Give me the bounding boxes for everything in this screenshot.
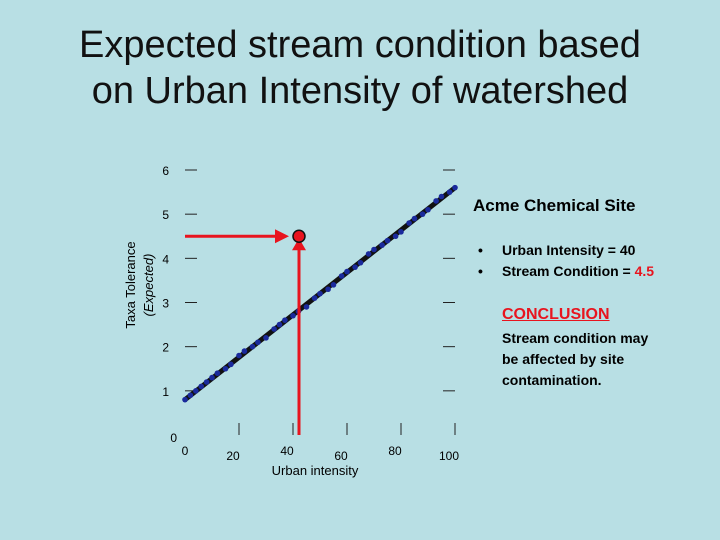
bullet-stream-condition-text: Stream Condition = [502,263,631,279]
y-tick-label: 5 [162,208,169,222]
data-point [325,286,331,293]
data-point [365,251,372,257]
bullet-stream-condition: • Stream Condition = 4.5 [478,261,654,282]
stream-condition-arrowhead [275,229,289,244]
site-bullets: • Urban Intensity = 40 • Stream Conditio… [478,240,654,282]
data-point [290,312,296,319]
data-point [187,392,194,399]
data-point [392,233,399,240]
x-axis-label: Urban intensity [272,463,359,478]
data-point [425,206,431,213]
y-axis-sublabel: (Expected) [141,254,156,317]
data-point [271,326,277,332]
data-point [371,246,377,253]
y-tick-label: 2 [162,341,169,355]
conclusion-title: CONCLUSION [502,306,610,323]
stream-condition-value: 4.5 [634,263,655,279]
site-panel-title: Acme Chemical Site [473,196,636,215]
data-point [249,343,256,350]
data-point [214,370,221,376]
data-point [263,335,269,341]
bullet-urban-intensity-text: Urban Intensity = 40 [502,242,636,258]
x-tick-label: 80 [388,444,402,458]
data-point [182,396,188,403]
slide-title: Expected stream condition based on Urban… [0,22,720,114]
y-axis-label: Taxa Tolerance [123,241,138,328]
data-point [203,379,210,385]
data-point [303,304,310,310]
data-point [209,374,215,381]
bullet-dot: • [478,263,483,279]
x-tick-label: 60 [334,449,348,463]
x-tick-label: 20 [226,449,240,463]
data-point [236,352,242,359]
data-point [411,215,418,222]
data-point [398,229,404,235]
data-point [419,211,426,217]
x-tick-label: 40 [280,444,294,458]
data-point [311,295,318,301]
data-point [433,198,439,204]
data-point [446,189,453,195]
data-point [406,220,412,226]
data-point [330,282,337,288]
data-point [255,339,261,346]
y-tick-label: 1 [162,385,169,399]
data-point [276,321,283,328]
data-point [352,264,358,270]
data-point [379,242,385,248]
data-point [193,388,199,394]
y-tick-label: 0 [170,431,177,445]
y-tick-label: 6 [162,164,169,178]
bullet-urban-intensity: • Urban Intensity = 40 [478,240,654,261]
data-point [222,365,229,372]
data-point [452,184,458,191]
bullet-dot: • [478,242,483,258]
acme-site-marker [292,229,306,243]
data-point [438,193,445,200]
data-point [282,317,288,323]
x-tick-label: 100 [439,449,459,463]
data-point [338,273,345,279]
y-tick-label: 4 [162,252,169,266]
data-point [384,237,391,244]
data-point [357,259,364,266]
data-point [241,348,248,354]
data-point [317,290,323,297]
data-point [344,268,350,275]
title-line-1: Expected stream condition based [79,24,641,66]
x-tick-label: 0 [182,444,189,458]
data-point [198,383,204,390]
data-point [228,361,234,368]
urban-intensity-arrowhead [292,238,306,251]
conclusion-text: Stream condition may be affected by site… [502,330,649,388]
y-tick-label: 3 [162,297,169,311]
title-line-2: on Urban Intensity of watershed [91,70,629,112]
